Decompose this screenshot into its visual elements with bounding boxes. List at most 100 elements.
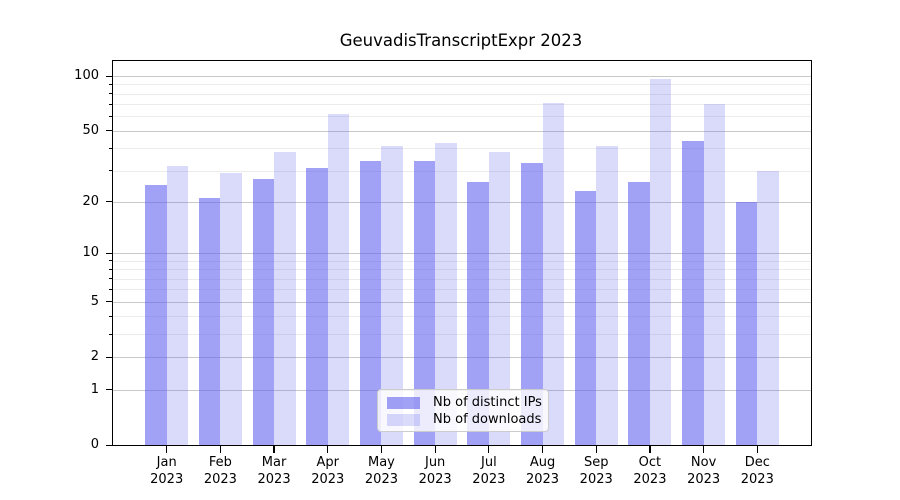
- y-minor-tick: [109, 333, 113, 335]
- bar-downloads-jul: [488, 152, 511, 445]
- x-tick-label: Nov 2023: [687, 455, 721, 487]
- bar-distinct-ips-aug: [521, 163, 543, 445]
- y-tick-label: 50: [82, 122, 99, 138]
- legend-label-distinct-ips: Nb of distinct IPs: [433, 394, 542, 410]
- x-tick: [488, 446, 490, 453]
- y-minor-tick: [109, 260, 113, 262]
- y-tick-label: 2: [90, 349, 99, 365]
- gridline-minor: [113, 334, 811, 336]
- x-tick: [273, 446, 275, 453]
- y-minor-tick: [109, 288, 113, 290]
- gridline-minor: [113, 84, 811, 86]
- legend-swatch-downloads: [387, 414, 420, 427]
- x-tick-label: Jun 2023: [418, 455, 452, 487]
- x-tick: [595, 446, 597, 453]
- x-tick: [166, 446, 168, 453]
- gridline-major: [113, 130, 811, 132]
- bar-downloads-feb: [220, 173, 242, 445]
- y-tick-label: 0: [90, 437, 99, 452]
- x-tick-label: May 2023: [364, 455, 398, 487]
- y-tick-label: 100: [74, 68, 99, 84]
- gridline-major: [113, 357, 811, 359]
- gridline-minor: [113, 260, 811, 262]
- y-tick: [106, 252, 112, 255]
- x-tick: [219, 446, 221, 453]
- y-tick: [106, 75, 112, 77]
- y-minor-tick: [109, 278, 113, 280]
- y-minor-tick: [109, 93, 113, 95]
- x-tick: [756, 446, 758, 453]
- bar-downloads-sep: [596, 146, 618, 445]
- plot-area: [112, 60, 812, 446]
- y-tick: [106, 444, 112, 446]
- bar-distinct-ips-dec: [735, 201, 758, 445]
- gridline-minor: [113, 93, 811, 95]
- y-minor-tick: [109, 115, 113, 117]
- bar-distinct-ips-jun: [413, 160, 436, 445]
- gridline-minor: [113, 148, 811, 150]
- x-tick: [541, 446, 544, 453]
- x-tick-label: Apr 2023: [311, 455, 345, 487]
- gridline-major: [113, 201, 811, 203]
- y-tick-label: 20: [82, 193, 99, 209]
- y-tick: [106, 301, 112, 303]
- bar-downloads-jan: [166, 165, 189, 445]
- gridline-major: [113, 301, 811, 303]
- y-minor-tick: [109, 147, 113, 149]
- y-tick: [106, 389, 112, 391]
- gridline-minor: [113, 269, 811, 271]
- gridline-major: [113, 76, 811, 78]
- y-minor-tick: [109, 170, 113, 171]
- y-tick: [106, 201, 112, 203]
- chart-title: GeuvadisTranscriptExpr 2023: [339, 31, 583, 50]
- bar-downloads-nov: [703, 104, 726, 445]
- x-tick-label: Aug 2023: [525, 455, 560, 487]
- y-tick-label: 5: [90, 293, 99, 309]
- x-tick: [703, 446, 705, 453]
- bar-downloads-may: [381, 146, 403, 445]
- x-tick-label: Dec 2023: [740, 455, 774, 487]
- x-tick-label: Feb 2023: [203, 455, 237, 487]
- x-tick-label: Jul 2023: [472, 455, 506, 487]
- legend: Nb of distinct IPs Nb of downloads: [377, 389, 549, 432]
- y-minor-tick: [109, 315, 113, 317]
- legend-item-downloads: Nb of downloads: [378, 412, 548, 430]
- y-minor-tick: [109, 103, 113, 105]
- bar-distinct-ips-apr: [306, 167, 328, 445]
- gridline-minor: [113, 278, 811, 280]
- y-minor-tick: [109, 83, 113, 85]
- bar-downloads-jun: [435, 142, 457, 445]
- bar-distinct-ips-sep: [574, 190, 597, 445]
- x-tick-label: Jan 2023: [150, 455, 184, 487]
- y-tick-label: 10: [82, 245, 99, 261]
- gridline-major: [113, 253, 811, 255]
- gridline-minor: [113, 289, 811, 291]
- x-tick-label: Oct 2023: [633, 455, 667, 487]
- y-minor-tick: [109, 268, 113, 270]
- legend-swatch-distinct-ips: [387, 396, 420, 409]
- bar-downloads-dec: [757, 170, 779, 445]
- x-tick-label: Mar 2023: [257, 455, 291, 487]
- bar-downloads-apr: [327, 113, 350, 445]
- bar-distinct-ips-mar: [252, 178, 275, 445]
- legend-item-distinct-ips: Nb of distinct IPs: [378, 394, 548, 412]
- bar-distinct-ips-jan: [145, 184, 167, 445]
- x-tick: [434, 446, 436, 453]
- bar-downloads-oct: [649, 78, 672, 445]
- y-tick-label: 1: [90, 381, 99, 397]
- gridline-minor: [113, 170, 811, 172]
- x-tick: [380, 446, 383, 453]
- bar-distinct-ips-feb: [198, 197, 221, 445]
- bar-downloads-mar: [274, 152, 296, 445]
- bar-distinct-ips-nov: [682, 140, 704, 445]
- bar-downloads-aug: [542, 103, 564, 445]
- bar-distinct-ips-oct: [628, 181, 650, 445]
- bar-distinct-ips-jul: [467, 181, 489, 445]
- gridline-minor: [113, 316, 811, 318]
- x-tick: [649, 446, 651, 453]
- y-tick: [106, 356, 112, 358]
- y-tick: [106, 130, 112, 132]
- legend-label-downloads: Nb of downloads: [433, 412, 542, 428]
- x-tick-label: Sep 2023: [579, 455, 613, 487]
